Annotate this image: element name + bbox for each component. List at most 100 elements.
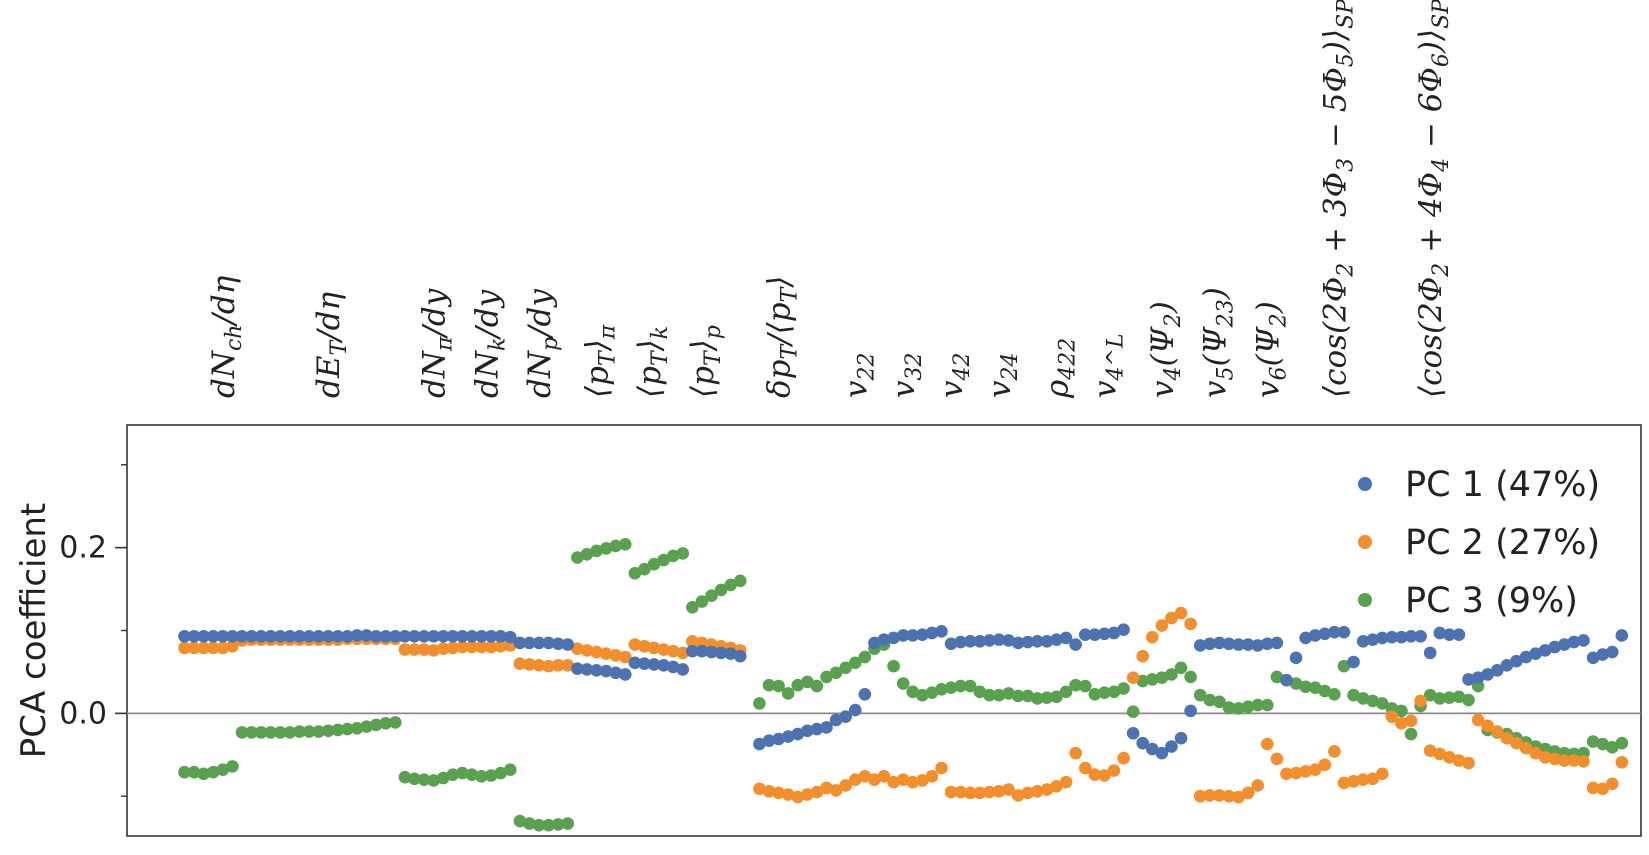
point-pc3-8-2: [906, 685, 920, 699]
point-pc3-12-10: [1404, 727, 1418, 741]
point-pc2-2-7: [465, 640, 479, 654]
point-pc2-13-11: [1529, 746, 1542, 760]
point-pc3-7-11: [858, 650, 872, 664]
point-pc3-10-6: [1174, 661, 1188, 675]
point-pc1-6-2: [705, 645, 718, 659]
point-pc3-4-0: [571, 551, 584, 564]
point-pc1-3-3: [542, 636, 555, 650]
point-pc3-8-4: [925, 686, 939, 699]
point-pc2-7-11: [858, 770, 872, 783]
point-pc1-2-11: [503, 630, 517, 644]
point-pc2-4-0: [571, 642, 584, 656]
point-pc2-10-5: [1165, 611, 1178, 625]
point-pc1-11-1: [1203, 637, 1217, 651]
point-pc3-0-1: [187, 765, 201, 779]
observable-label-14: v4^L: [1087, 333, 1128, 398]
point-pc2-12-5: [1356, 773, 1370, 786]
point-pc1-0-4: [216, 630, 230, 643]
point-pc1-7-5: [801, 724, 814, 738]
point-pc3-12-0: [1308, 681, 1322, 694]
point-pc3-1-4: [274, 726, 287, 739]
point-pc3-1-13: [360, 720, 373, 733]
point-pc2-10-2: [1136, 649, 1150, 663]
point-pc3-12-9: [1395, 704, 1408, 718]
point-pc2-0-0: [178, 641, 191, 655]
point-pc1-13-2: [1443, 628, 1456, 641]
point-pc2-8-12: [1002, 783, 1015, 796]
point-pc1-13-10: [1519, 650, 1533, 664]
point-pc2-12-6: [1366, 772, 1379, 786]
point-pc3-7-8: [829, 666, 843, 680]
point-pc2-0-3: [206, 641, 220, 655]
point-pc3-7-7: [820, 670, 833, 684]
point-pc1-6-1: [695, 644, 709, 658]
point-pc2-9-4: [1050, 779, 1063, 793]
point-pc2-13-6: [1481, 719, 1494, 733]
point-pc3-13-1: [1433, 692, 1447, 705]
point-pc2-14-7: [1605, 777, 1619, 791]
point-pc2-11-9: [1280, 767, 1293, 781]
point-pc1-3-1: [523, 636, 536, 650]
point-pc3-6-1: [695, 595, 709, 608]
point-pc2-3-0: [513, 657, 527, 670]
point-pc3-3-4: [551, 818, 565, 831]
point-pc3-10-3: [1146, 673, 1159, 686]
point-pc1-13-3: [1452, 628, 1466, 641]
point-pc3-8-11: [992, 688, 1006, 702]
point-pc1-1-1: [245, 630, 258, 643]
point-pc1-12-9: [1395, 630, 1408, 644]
point-pc2-9-10: [1107, 764, 1121, 777]
point-pc3-4-5: [618, 538, 632, 551]
point-pc3-8-7: [954, 679, 967, 693]
point-pc3-2-7: [465, 768, 479, 781]
point-pc1-10-4: [1155, 746, 1169, 760]
point-pc1-10-6: [1174, 731, 1188, 745]
point-pc2-13-1: [1433, 747, 1447, 761]
point-pc1-7-13: [877, 633, 891, 646]
point-pc1-2-9: [484, 630, 498, 643]
plot-area: [126, 424, 1642, 837]
point-pc2-13-9: [1510, 736, 1523, 750]
point-pc3-11-10: [1289, 677, 1303, 690]
point-pc1-7-4: [791, 727, 805, 741]
point-pc2-8-8: [963, 786, 977, 800]
point-pc2-14-8: [1615, 755, 1629, 769]
observable-label-5: ⟨pT⟩π: [580, 324, 621, 398]
point-pc2-14-0: [1538, 750, 1552, 764]
point-pc1-14-0: [1538, 644, 1552, 657]
point-pc2-12-4: [1347, 775, 1360, 788]
point-pc2-5-0: [628, 638, 642, 651]
point-pc1-13-8: [1500, 659, 1514, 672]
point-pc2-11-0: [1193, 789, 1207, 803]
point-pc1-7-6: [810, 722, 824, 736]
point-pc3-12-4: [1347, 688, 1360, 702]
point-pc3-0-3: [206, 765, 220, 779]
point-pc2-2-10: [494, 639, 508, 653]
point-pc1-11-11: [1299, 631, 1312, 645]
point-pc3-7-3: [781, 687, 795, 700]
point-pc3-0-0: [178, 765, 191, 779]
point-pc1-9-10: [1107, 626, 1121, 640]
observable-label-19: ⟨cos(2Φ2 + 4Φ4 − 6Φ6)⟩SP: [1413, 0, 1454, 398]
point-pc1-4-0: [571, 662, 584, 675]
point-pc2-14-4: [1577, 755, 1590, 768]
point-pc2-12-2: [1328, 745, 1341, 758]
point-pc3-11-3: [1222, 701, 1236, 714]
point-pc3-7-10: [848, 656, 862, 670]
point-pc3-2-3: [427, 774, 440, 787]
point-pc1-14-5: [1586, 651, 1600, 665]
point-pc2-2-8: [475, 640, 488, 654]
point-pc1-5-0: [628, 656, 642, 670]
observable-label-15: v4(Ψ2): [1145, 301, 1186, 398]
point-pc1-9-7: [1078, 628, 1092, 641]
point-pc3-2-5: [446, 768, 460, 781]
point-pc3-9-2: [1031, 692, 1044, 705]
point-pc3-11-11: [1299, 680, 1312, 694]
point-pc3-1-6: [293, 725, 306, 738]
point-pc2-12-8: [1385, 710, 1399, 723]
legend-marker-pc1: [1358, 477, 1372, 491]
point-pc2-11-3: [1222, 789, 1236, 803]
point-pc1-2-8: [475, 630, 488, 643]
point-pc2-12-9: [1395, 717, 1408, 730]
point-pc2-14-5: [1586, 781, 1600, 795]
